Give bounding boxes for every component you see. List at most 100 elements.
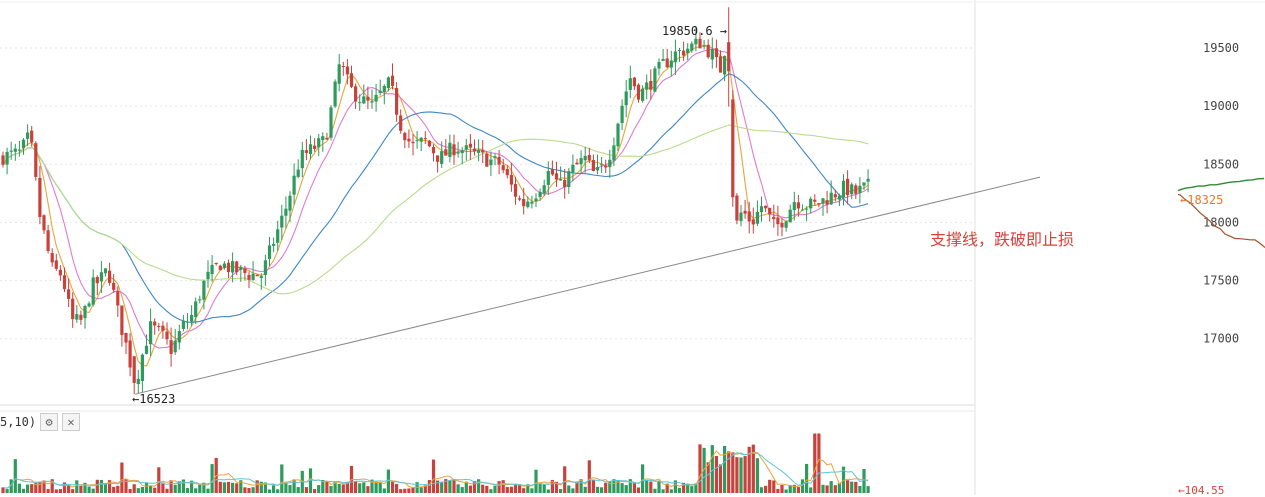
candle-body bbox=[563, 179, 567, 188]
candle-body bbox=[583, 155, 587, 161]
candle-body bbox=[267, 245, 272, 259]
volume-bar bbox=[813, 433, 817, 493]
volume-bar bbox=[247, 488, 251, 493]
y-tick-label: 18500 bbox=[1203, 157, 1239, 171]
candle-body bbox=[112, 282, 116, 290]
volume-bar bbox=[436, 480, 440, 493]
candle-body bbox=[231, 261, 235, 273]
candle-body bbox=[374, 94, 378, 102]
candle-body bbox=[13, 148, 17, 152]
volume-bar bbox=[313, 489, 317, 493]
volume-bar bbox=[206, 488, 210, 493]
candle-body bbox=[534, 198, 538, 202]
candle-body bbox=[173, 340, 177, 353]
candle-body bbox=[436, 155, 440, 162]
candle-body bbox=[34, 143, 38, 177]
volume-bar bbox=[485, 485, 489, 493]
volume-bar bbox=[423, 485, 427, 493]
candle-body bbox=[595, 167, 600, 171]
volume-bar bbox=[522, 488, 526, 493]
volume-bar bbox=[198, 484, 202, 493]
candle-body bbox=[313, 145, 317, 149]
candle-body bbox=[370, 101, 374, 103]
candle-body bbox=[559, 179, 563, 181]
candle-body bbox=[686, 48, 690, 54]
volume-bar bbox=[796, 487, 800, 493]
volume-bar bbox=[317, 485, 321, 493]
volume-bar bbox=[431, 459, 436, 493]
volume-bar bbox=[120, 462, 124, 493]
candle-body bbox=[272, 243, 276, 246]
candle-body bbox=[800, 209, 805, 211]
candle-body bbox=[509, 174, 513, 185]
candle-body bbox=[9, 150, 13, 152]
candle-body bbox=[321, 136, 325, 141]
close-icon[interactable]: ✕ bbox=[62, 413, 80, 431]
candle-body bbox=[706, 44, 710, 58]
candle-body bbox=[235, 261, 239, 273]
candle-body bbox=[292, 175, 296, 195]
gear-icon[interactable]: ⚙ bbox=[40, 413, 59, 431]
volume-bar bbox=[251, 487, 255, 493]
volume-bar bbox=[354, 481, 358, 493]
volume-bar bbox=[321, 479, 325, 493]
candle-body bbox=[542, 185, 546, 194]
volume-bar bbox=[5, 489, 9, 493]
candle-body bbox=[132, 356, 136, 383]
volume-bar bbox=[103, 483, 108, 493]
volume-bar bbox=[341, 484, 345, 493]
candle-body bbox=[464, 145, 468, 150]
volume-bar bbox=[235, 483, 239, 493]
volume-bar bbox=[226, 481, 231, 493]
volume-bar bbox=[645, 480, 649, 493]
candle-body bbox=[214, 263, 218, 265]
candle-body bbox=[329, 107, 333, 138]
candle-body bbox=[571, 164, 575, 173]
volume-bar bbox=[505, 487, 509, 493]
volume-bar bbox=[21, 488, 26, 493]
candle-body bbox=[632, 77, 636, 87]
volume-bar bbox=[554, 481, 559, 493]
volume-bar bbox=[788, 485, 792, 493]
candle-body bbox=[87, 303, 91, 307]
volume-bar bbox=[42, 480, 46, 493]
volume-bar bbox=[665, 483, 669, 493]
volume-bar bbox=[768, 479, 772, 493]
candle-body bbox=[190, 314, 194, 322]
candle-body bbox=[587, 155, 591, 161]
candle-body bbox=[116, 291, 120, 306]
volume-bar bbox=[735, 457, 739, 493]
candle-body bbox=[747, 211, 751, 222]
volume-bar bbox=[866, 486, 870, 493]
candle-body bbox=[124, 332, 128, 343]
candle-body bbox=[333, 81, 337, 107]
high-price-label: 19850.6 → bbox=[662, 24, 728, 38]
volume-bar bbox=[632, 483, 636, 493]
candle-body bbox=[518, 198, 522, 200]
volume-bar bbox=[58, 489, 62, 493]
candle-body bbox=[345, 66, 349, 75]
candle-body bbox=[325, 137, 329, 140]
volume-bar bbox=[534, 469, 538, 493]
volume-bar bbox=[452, 479, 456, 493]
volume-bar bbox=[333, 481, 337, 493]
volume-bar bbox=[833, 485, 837, 493]
candle-body bbox=[690, 43, 694, 51]
candle-body bbox=[149, 321, 153, 345]
candle-body bbox=[497, 156, 501, 165]
volume-bar bbox=[497, 481, 501, 493]
volume-bar bbox=[124, 479, 128, 493]
candle-body bbox=[591, 160, 595, 172]
volume-bar bbox=[440, 481, 444, 493]
candle-body bbox=[575, 162, 579, 165]
candle-body bbox=[243, 268, 247, 273]
volume-bar bbox=[456, 484, 460, 493]
volume-bar bbox=[546, 489, 550, 493]
candle-body bbox=[657, 61, 661, 69]
candle-body bbox=[755, 211, 759, 224]
candle-body bbox=[526, 201, 530, 207]
volume-bar bbox=[276, 489, 280, 493]
candle-body bbox=[284, 208, 288, 216]
volume-bar bbox=[91, 488, 95, 493]
candle-body bbox=[743, 210, 747, 214]
